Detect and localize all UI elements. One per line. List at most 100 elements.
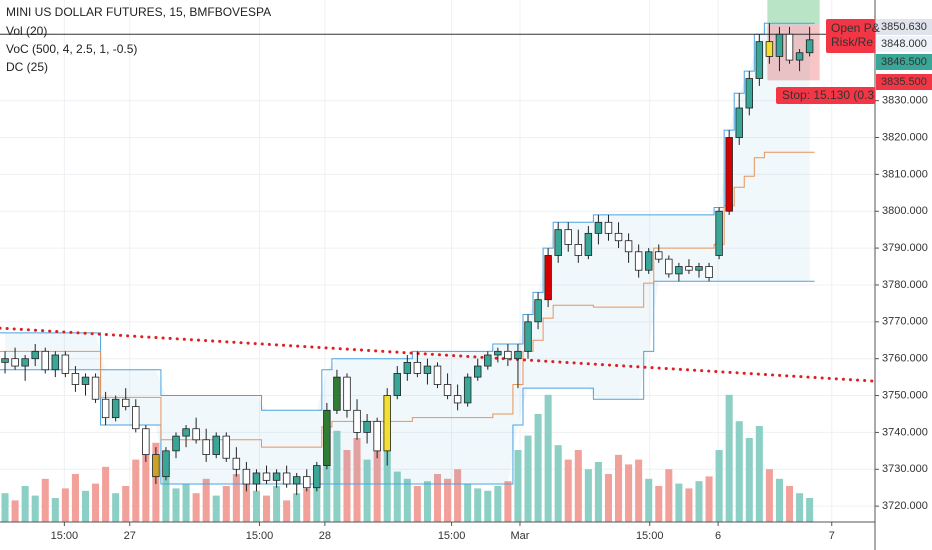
volume-bar bbox=[323, 421, 331, 522]
volume-bar bbox=[202, 478, 210, 522]
volume-bar bbox=[615, 454, 623, 522]
volume-bar bbox=[303, 488, 311, 522]
volume-bar bbox=[645, 478, 653, 522]
volume-bar bbox=[433, 474, 442, 522]
indicator-label: Vol (20) bbox=[6, 24, 47, 38]
candle-body bbox=[594, 221, 603, 234]
volume-bar bbox=[102, 466, 110, 522]
y-tick-label: 3770.000 bbox=[882, 316, 928, 328]
trendline bbox=[0, 326, 877, 383]
volume-bar bbox=[554, 445, 562, 522]
volume-bar bbox=[192, 493, 200, 522]
x-axis-bg bbox=[0, 522, 875, 550]
volume-bar bbox=[785, 486, 794, 522]
candle-body bbox=[554, 229, 562, 256]
candle-body bbox=[474, 365, 482, 378]
candle-body bbox=[584, 232, 593, 256]
volume-bar bbox=[534, 414, 542, 522]
volume-bar bbox=[755, 426, 763, 522]
volume-bar bbox=[423, 481, 431, 522]
candle-body bbox=[121, 398, 130, 408]
volume-bar bbox=[293, 493, 301, 522]
volume-bar bbox=[81, 490, 90, 522]
plot-area bbox=[0, 0, 877, 522]
volume-bar bbox=[393, 471, 401, 522]
dc-middle bbox=[0, 151, 815, 448]
volume-bar bbox=[31, 495, 39, 522]
candle-body bbox=[805, 39, 814, 54]
volume-bar bbox=[584, 469, 592, 522]
volume-bar bbox=[413, 486, 421, 522]
volume-bar bbox=[655, 486, 663, 522]
candle-body bbox=[111, 398, 120, 419]
volume-bar bbox=[11, 500, 19, 522]
candle-body bbox=[564, 229, 572, 245]
candle-body bbox=[705, 266, 713, 278]
volume-bar bbox=[142, 447, 150, 522]
volume-bar bbox=[594, 462, 602, 522]
candle-body bbox=[242, 468, 251, 485]
candle-body bbox=[11, 358, 19, 367]
y-tick-label: 3740.000 bbox=[882, 426, 928, 438]
x-tick-label: 28 bbox=[319, 530, 331, 542]
stop-box bbox=[776, 87, 875, 104]
volume-bar bbox=[403, 478, 411, 522]
price-label-box bbox=[876, 36, 932, 52]
volume-bar bbox=[745, 438, 753, 522]
candle-body bbox=[101, 398, 110, 419]
candle-body bbox=[373, 420, 381, 452]
candle-body bbox=[132, 406, 140, 430]
candle-body bbox=[212, 435, 220, 455]
volume-bar bbox=[604, 474, 612, 522]
volume-bar bbox=[51, 498, 59, 522]
y-tick-label: 3780.000 bbox=[882, 279, 928, 291]
x-tick-label: Mar bbox=[510, 530, 529, 542]
volume-bar bbox=[715, 450, 723, 522]
volume-bar bbox=[806, 498, 814, 522]
candle-body bbox=[252, 472, 261, 485]
volume-bar bbox=[524, 435, 532, 522]
volume-bar bbox=[363, 459, 371, 522]
candle-body bbox=[453, 395, 462, 404]
volume-bar bbox=[61, 488, 69, 522]
candle-body bbox=[433, 365, 442, 385]
candle-body bbox=[1, 358, 9, 363]
y-tick-label: 3790.000 bbox=[882, 242, 928, 254]
candle-body bbox=[443, 384, 452, 396]
volume-bar bbox=[41, 478, 49, 522]
candle-body bbox=[232, 457, 241, 470]
candle-body bbox=[61, 354, 70, 374]
volume-bar bbox=[474, 488, 482, 522]
candle-body bbox=[413, 361, 422, 374]
candle-body bbox=[21, 358, 29, 367]
candle-body bbox=[685, 266, 693, 271]
volume-bar bbox=[283, 500, 291, 522]
pnl-label: Risk/Re bbox=[831, 35, 873, 49]
candle-body bbox=[785, 33, 794, 61]
volume-bar bbox=[252, 490, 260, 522]
candle-body bbox=[735, 107, 743, 138]
y-tick-label: 3820.000 bbox=[882, 131, 928, 143]
y-tick-label: 3830.000 bbox=[882, 95, 928, 107]
candle-body bbox=[665, 258, 673, 275]
volume-bar bbox=[574, 450, 582, 522]
candle-body bbox=[81, 376, 90, 385]
candle-body bbox=[292, 476, 301, 485]
candle-body bbox=[363, 420, 371, 433]
candle-body bbox=[574, 244, 583, 256]
x-tick-label: 15:00 bbox=[246, 530, 274, 542]
x-tick-label: 27 bbox=[124, 530, 136, 542]
candle-body bbox=[715, 210, 723, 256]
y-tick-label: 3800.000 bbox=[882, 205, 928, 217]
channel-fill bbox=[5, 23, 810, 485]
volume-bar bbox=[71, 474, 79, 522]
x-tick-label: 7 bbox=[829, 530, 835, 542]
candle-body bbox=[695, 266, 703, 271]
price-label: 3850.630 bbox=[881, 21, 927, 33]
indicator-label: VoC (500, 4, 2.5, 1, -0.5) bbox=[6, 42, 137, 56]
candle-body bbox=[514, 350, 522, 360]
candle-body bbox=[142, 428, 150, 455]
x-tick-label: 15:00 bbox=[51, 530, 79, 542]
x-tick-label: 15:00 bbox=[438, 530, 466, 542]
candle-body bbox=[534, 299, 542, 323]
